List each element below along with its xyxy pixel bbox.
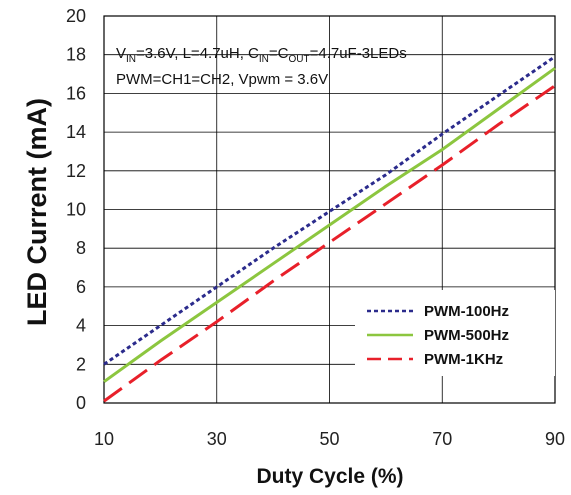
y-tick-label: 2 [76, 354, 86, 374]
grid [104, 16, 555, 403]
y-tick-label: 12 [66, 161, 86, 181]
series-line-pwm-500hz [103, 66, 556, 383]
legend-item-pwm-500hz: PWM-500Hz [367, 327, 509, 344]
tick-labels: 0 2 4 6 8 10 12 14 16 18 20 10 30 50 70 90 [66, 6, 565, 449]
y-tick-label: 14 [66, 122, 86, 142]
legend-label-pwm-100hz: PWM-100Hz [424, 303, 509, 320]
y-tick-label: 16 [66, 83, 86, 103]
x-tick-label: 30 [207, 429, 227, 449]
legend: PWM-100Hz PWM-500Hz PWM-1KHz [355, 290, 555, 376]
y-tick-label: 6 [76, 277, 86, 297]
y-tick-label: 8 [76, 238, 86, 258]
x-tick-label: 90 [545, 429, 565, 449]
x-tick-label: 70 [432, 429, 452, 449]
legend-label-pwm-1khz: PWM-1KHz [424, 351, 503, 368]
annotation-conditions: VIN=3.6V, L=4.7uH, CIN=COUT=4.7uF-3LEDs [116, 45, 407, 65]
x-axis-title: Duty Cycle (%) [256, 465, 403, 488]
legend-box [355, 290, 555, 376]
y-tick-label: 20 [66, 6, 86, 26]
y-tick-label: 18 [66, 45, 86, 65]
y-tick-label: 10 [66, 200, 86, 220]
legend-label-pwm-500hz: PWM-500Hz [424, 327, 509, 344]
annotation-pwm: PWM=CH1=CH2, Vpwm = 3.6V [116, 71, 328, 88]
y-tick-label: 0 [76, 393, 86, 413]
legend-item-pwm-1khz: PWM-1KHz [367, 351, 503, 368]
plot-area-frame [103, 15, 556, 404]
y-axis-title: LED Current (mA) [22, 98, 52, 326]
legend-item-pwm-100hz: PWM-100Hz [367, 303, 509, 320]
x-tick-label: 10 [94, 429, 114, 449]
y-tick-label: 4 [76, 316, 86, 336]
x-tick-label: 50 [319, 429, 339, 449]
series-line-pwm-100hz [103, 55, 556, 366]
series-layer [103, 55, 556, 403]
